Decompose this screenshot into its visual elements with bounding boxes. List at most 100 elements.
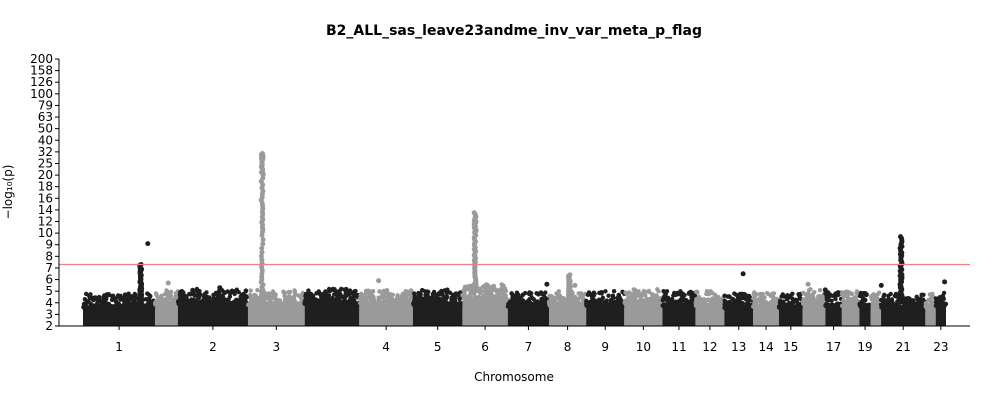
- data-point: [250, 300, 255, 305]
- y-tick-label: 25: [38, 156, 53, 170]
- data-point: [255, 288, 260, 293]
- data-point: [460, 292, 465, 298]
- data-point: [423, 289, 428, 294]
- data-point: [112, 304, 117, 309]
- chromosome-points: [246, 288, 307, 326]
- data-point: [911, 298, 916, 303]
- y-tick-label: 10: [38, 226, 53, 240]
- data-point: [388, 302, 393, 307]
- data-point: [126, 292, 131, 297]
- data-point: [644, 301, 649, 306]
- data-point: [316, 289, 321, 294]
- outlier-point: [145, 241, 151, 247]
- data-point: [416, 298, 421, 303]
- data-point: [319, 298, 324, 303]
- data-point: [751, 291, 756, 297]
- outlier-point: [822, 287, 828, 293]
- data-point: [886, 297, 891, 302]
- data-point: [677, 292, 682, 297]
- data-point: [638, 294, 644, 300]
- data-point: [315, 301, 321, 306]
- data-point: [737, 296, 743, 302]
- outlier-point: [942, 279, 948, 285]
- y-tick-label: 32: [38, 145, 53, 159]
- chromosome-points: [857, 290, 873, 326]
- chromosome-points: [460, 282, 510, 326]
- data-point: [104, 305, 109, 310]
- data-point: [929, 295, 934, 300]
- data-point: [849, 291, 854, 296]
- data-point: [634, 301, 639, 306]
- x-tick-label: 3: [273, 340, 281, 354]
- data-point: [394, 297, 399, 303]
- data-point: [358, 300, 363, 306]
- data-point: [145, 291, 150, 296]
- data-point: [706, 297, 711, 302]
- data-point: [527, 291, 532, 296]
- data-point: [886, 293, 891, 299]
- data-point: [259, 257, 265, 263]
- data-point: [627, 296, 632, 301]
- data-point: [673, 303, 678, 308]
- data-point: [793, 297, 798, 302]
- data-point: [661, 289, 666, 294]
- data-point: [254, 297, 259, 302]
- data-point: [863, 304, 869, 309]
- data-point: [559, 298, 564, 303]
- chromosome-points: [411, 288, 465, 326]
- data-point: [810, 292, 815, 297]
- chromosome-point-mass: [549, 303, 587, 326]
- data-point: [641, 288, 647, 294]
- data-point: [131, 305, 137, 310]
- chromosome-point-mass: [247, 302, 305, 326]
- data-point: [846, 295, 851, 301]
- y-tick-label: 8: [45, 249, 53, 263]
- data-point: [776, 304, 782, 309]
- data-point: [419, 288, 425, 293]
- data-point: [82, 297, 88, 302]
- data-point: [561, 302, 567, 307]
- data-point: [387, 295, 392, 301]
- data-point: [841, 302, 847, 307]
- data-point: [689, 294, 694, 300]
- data-point: [556, 302, 561, 308]
- data-point: [737, 291, 743, 297]
- data-point: [186, 300, 192, 305]
- data-point: [700, 299, 705, 304]
- data-point: [736, 305, 742, 310]
- data-point: [101, 295, 106, 300]
- data-point: [615, 296, 621, 301]
- data-point: [751, 304, 756, 309]
- data-point: [284, 295, 289, 300]
- data-point: [486, 283, 491, 288]
- data-point: [575, 299, 580, 304]
- data-point: [224, 301, 230, 306]
- y-tick-label: 9: [45, 238, 53, 252]
- data-point: [335, 297, 340, 302]
- data-point: [824, 295, 829, 300]
- x-tick-label: 4: [382, 340, 390, 354]
- data-point: [234, 300, 239, 305]
- y-tick-label: 2: [45, 319, 53, 333]
- x-tick-label: 15: [783, 340, 798, 354]
- data-point: [111, 295, 116, 301]
- outlier-point: [878, 282, 884, 288]
- data-point: [852, 295, 857, 300]
- data-point: [332, 301, 337, 306]
- y-tick-label: 79: [38, 98, 53, 112]
- data-point: [502, 287, 507, 292]
- data-point: [168, 302, 173, 307]
- data-point: [816, 294, 821, 299]
- data-point: [695, 290, 700, 295]
- data-point: [81, 304, 86, 310]
- y-tick-label: 12: [38, 215, 53, 229]
- chromosome-point-mass: [881, 305, 926, 326]
- data-point: [815, 297, 820, 303]
- data-point: [918, 305, 924, 310]
- data-point: [860, 296, 866, 301]
- data-point: [202, 292, 207, 297]
- x-tick-label: 7: [525, 340, 533, 354]
- data-point: [542, 295, 548, 300]
- data-point: [307, 291, 312, 297]
- data-point: [519, 303, 524, 309]
